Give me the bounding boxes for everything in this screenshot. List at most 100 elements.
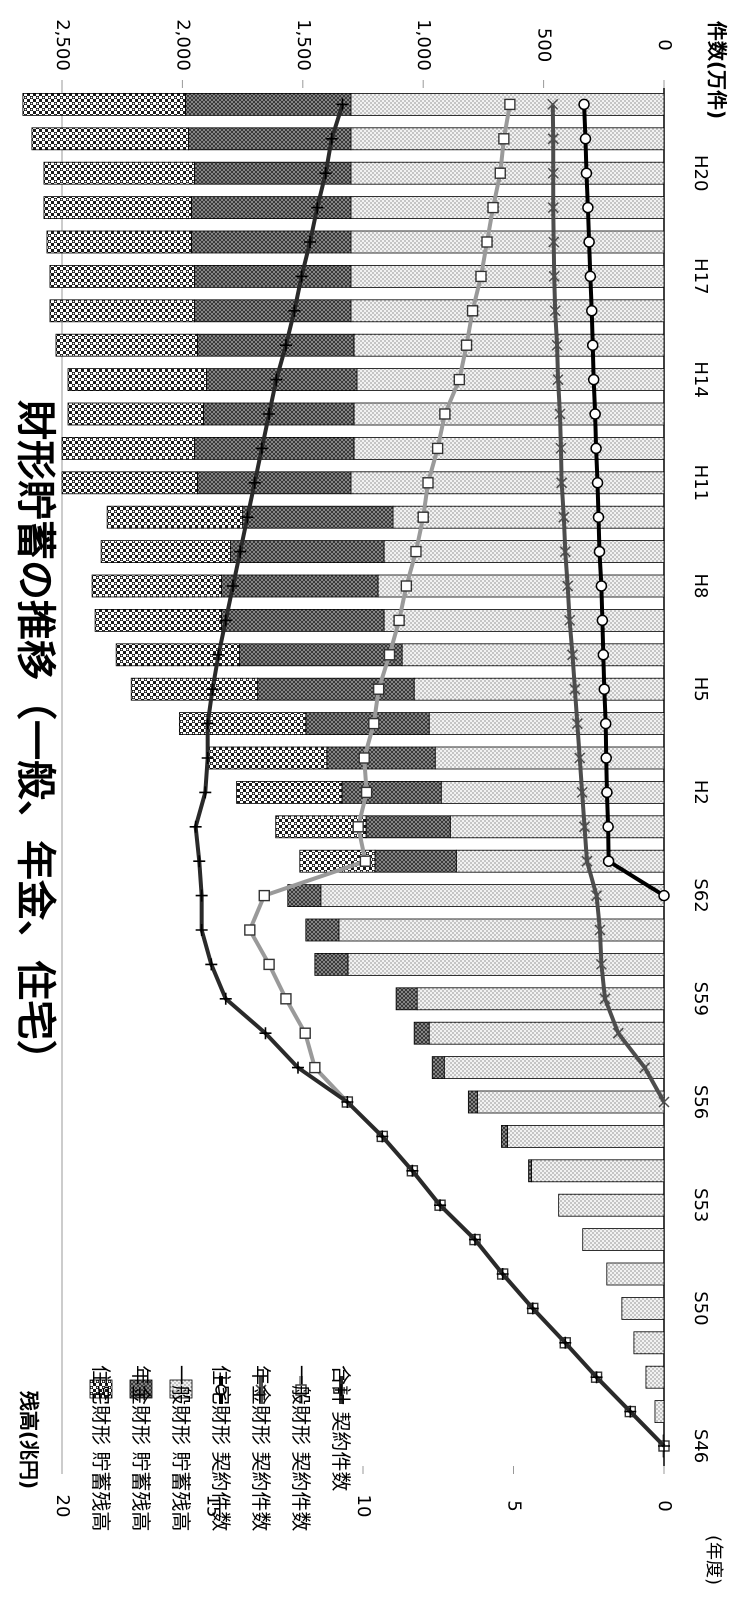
point-x [552,374,564,386]
point-circle [595,580,608,592]
point-square [439,408,451,420]
bar-cross [221,609,385,632]
point-circle [658,889,670,902]
bar-cross [326,746,436,770]
bar-checker [46,230,192,254]
point-square [410,545,422,558]
bar-cross [197,471,352,495]
category-label: S59 [690,982,711,1016]
bar-layer [22,93,665,1458]
category-label: H14 [690,361,711,397]
point-square [368,717,380,730]
left-tick-label: 20 [52,1495,73,1518]
legend-label: 住宅財形 契約件数 [209,1365,233,1531]
bar-cross [467,1090,478,1114]
point-plus [193,855,206,868]
point-plus [226,580,239,592]
bar-dots [434,746,665,770]
left-tick-label: 10 [353,1495,374,1518]
point-plus [219,614,232,627]
legend-swatch-cross [129,1379,153,1399]
point-x [569,683,581,695]
point-circle [598,683,611,695]
legend-label: 一般財形 契約件数 [289,1365,313,1531]
point-circle [591,477,604,489]
point-square [453,373,466,386]
bar-dots [350,161,665,185]
point-circle [593,545,606,558]
legend-item-housing-balance: 住宅財形 貯蓄残高 [89,1365,113,1531]
point-square [400,580,413,592]
point-circle [586,339,599,351]
point-plus [199,786,212,799]
bar-checker [236,781,343,804]
point-plus [195,889,208,902]
bar-checker [100,540,231,563]
point-square [431,442,444,455]
bar-cross [501,1125,508,1148]
bar-checker [115,643,240,667]
point-square [360,786,373,799]
bar-checker [49,264,195,288]
point-square [393,614,405,627]
bar-cross [239,643,403,667]
bar-checker [61,471,198,495]
point-plus [263,408,276,420]
point-circle [579,133,592,145]
point-plus [234,545,247,558]
point-plus [496,1268,509,1280]
bar-cross [395,987,418,1011]
legend-marker-x [255,1384,267,1396]
bar-cross [194,299,352,323]
bar-checker [275,815,367,839]
bar-checker [43,196,192,220]
bar-checker [178,712,307,735]
category-label: S56 [690,1085,711,1119]
point-square [263,958,275,971]
bar-dots [353,402,665,426]
point-square [309,1061,321,1074]
bar-dots [353,436,665,460]
point-square [244,924,256,936]
point-plus [406,1164,419,1177]
bar-dots [440,781,665,804]
point-circle [602,855,615,867]
bar-dots [353,333,665,357]
point-x [559,546,571,558]
category-label: S46 [690,1429,711,1463]
point-plus [526,1302,539,1315]
point-plus [559,1336,572,1349]
bar-dots [531,1159,665,1183]
point-x [562,580,574,592]
point-square [504,98,516,111]
chart-title: 財形貯蓄の推移（一般、年金、住宅） [12,400,58,1080]
bar-cross [374,849,457,873]
point-x [574,752,586,764]
bar-checker [94,609,222,632]
bar-checker [49,299,195,323]
right-axis-title: 件数(万件) [705,21,729,119]
bar-cross [194,436,355,460]
legend-swatch-dots [169,1379,193,1399]
point-plus [325,132,338,145]
category-label: H17 [690,258,711,294]
point-x [548,236,560,248]
point-x [547,202,559,214]
bar-dots [413,677,665,701]
point-plus [241,511,254,524]
bar-dots [350,264,665,288]
bar-dots [633,1331,665,1355]
bar-cross [221,574,379,598]
bar-dots [428,712,665,735]
point-plus [259,1027,272,1040]
category-label: H2 [690,780,711,805]
legend: 住宅財形 貯蓄残高 年金財形 貯蓄残高 一般財形 貯蓄残高 住宅財形 契約件数 … [89,1365,353,1531]
bar-dots [350,299,665,323]
series-line [582,104,666,898]
bar-dots [645,1365,665,1389]
left-tick-label: 0 [654,1500,675,1511]
bar-checker [22,93,186,116]
point-plus [468,1233,481,1246]
legend-label: 合計 契約件数 [329,1365,353,1491]
bar-checker [31,127,189,151]
